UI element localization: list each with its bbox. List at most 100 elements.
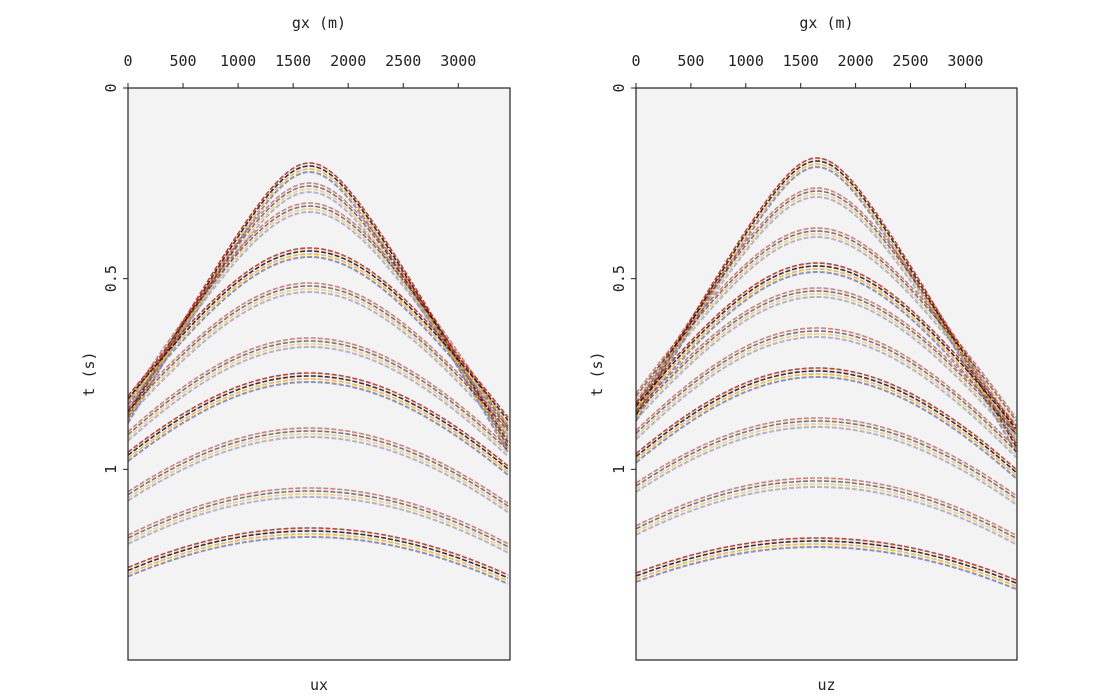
seismic-event: [636, 367, 1017, 470]
seismic-event: [128, 487, 509, 545]
y-tick-label: 1: [610, 465, 628, 474]
seismic-event: [636, 270, 1017, 436]
y-tick-label: 0.5: [610, 265, 628, 292]
seismic-event: [128, 530, 509, 579]
seismic-event: [128, 182, 509, 440]
seismic-event: [128, 337, 509, 448]
seismic-event: [636, 333, 1017, 455]
x-tick-label: 1500: [783, 52, 819, 70]
y-axis-label: t (s): [588, 351, 606, 396]
seismic-event: [128, 291, 509, 438]
y-axis-label: t (s): [80, 351, 98, 396]
y-tick-label: 0: [102, 83, 120, 92]
seismic-event: [128, 253, 509, 424]
seismic-event: [636, 293, 1017, 438]
x-tick-label: 1000: [728, 52, 764, 70]
seismic-event: [128, 427, 509, 504]
seismic-image: [128, 162, 509, 585]
seismic-event: [128, 372, 509, 467]
seismic-event: [636, 480, 1017, 539]
x-tick-label: 2000: [330, 52, 366, 70]
seismic-event: [636, 230, 1017, 422]
seismic-event: [128, 247, 509, 418]
seismic-event: [128, 493, 509, 551]
seismic-event: [636, 376, 1017, 479]
seismic-event: [128, 340, 509, 451]
seismic-event: [636, 546, 1017, 590]
x-tick-label: 2500: [892, 52, 928, 70]
seismic-event: [636, 187, 1017, 432]
seismic-event: [636, 336, 1017, 459]
seismic-event: [636, 296, 1017, 441]
y-tick-label: 1: [102, 465, 120, 474]
seismic-event: [128, 527, 509, 576]
seismic-event: [128, 533, 509, 582]
x-tick-label: 1500: [275, 52, 311, 70]
seismic-event: [128, 188, 509, 446]
seismic-image: [636, 157, 1017, 590]
x-axis-label: gx (m): [799, 14, 853, 32]
seismic-event: [128, 190, 509, 449]
seismic-event: [128, 250, 509, 421]
seismic-event: [636, 235, 1017, 428]
x-tick-label: 2000: [838, 52, 874, 70]
seismic-event: [128, 381, 509, 476]
seismic-event: [636, 537, 1017, 581]
seismic-event: [636, 160, 1017, 447]
seismic-event: [636, 157, 1017, 444]
seismic-event: [128, 282, 509, 429]
seismic-event: [636, 290, 1017, 435]
seismic-event: [128, 536, 509, 585]
seismic-event: [128, 490, 509, 548]
seismic-event: [128, 343, 509, 454]
panel-caption: uz: [817, 676, 835, 694]
seismic-event: [636, 426, 1017, 506]
seismic-event: [128, 496, 509, 554]
seismic-event: [128, 378, 509, 473]
x-tick-label: 3000: [440, 52, 476, 70]
seismic-event: [128, 185, 509, 443]
x-tick-label: 500: [677, 52, 704, 70]
seismic-event: [128, 375, 509, 470]
seismic-event: [128, 205, 509, 430]
seismic-event: [636, 330, 1017, 452]
seismic-event: [636, 423, 1017, 503]
x-tick-label: 500: [169, 52, 196, 70]
x-tick-label: 0: [631, 52, 640, 70]
x-tick-label: 3000: [947, 52, 983, 70]
seismic-event: [636, 420, 1017, 500]
seismic-event: [636, 417, 1017, 497]
plot-frame: [127, 87, 511, 661]
y-tick-label: 0.5: [102, 265, 120, 292]
x-tick-label: 2500: [385, 52, 421, 70]
seismic-event: [636, 327, 1017, 449]
seismic-event: [636, 477, 1017, 536]
seismic-event: [128, 256, 509, 428]
seismic-event: [636, 543, 1017, 587]
seismic-event: [636, 370, 1017, 473]
plot-frame: [635, 87, 1018, 661]
seismic-event: [636, 262, 1017, 427]
seismic-event: [128, 202, 509, 427]
seismic-event: [636, 233, 1017, 425]
seismic-event: [636, 483, 1017, 542]
seismic-event: [636, 265, 1017, 430]
x-tick-label: 1000: [220, 52, 256, 70]
seismic-event: [128, 208, 509, 433]
seismic-event: [636, 373, 1017, 476]
seismic-event: [636, 540, 1017, 584]
seismic-event: [636, 268, 1017, 433]
seismic-event: [636, 165, 1017, 453]
seismic-event: [128, 346, 509, 458]
seismic-event: [128, 436, 509, 514]
seismic-event: [636, 486, 1017, 546]
panel-caption: ux: [310, 676, 328, 694]
seismic-event: [636, 163, 1017, 450]
x-axis-label: gx (m): [292, 14, 346, 32]
x-tick-label: 0: [123, 52, 132, 70]
seismic-event: [636, 287, 1017, 432]
seismic-event: [128, 430, 509, 507]
seismic-event: [636, 227, 1017, 419]
seismic-event: [128, 433, 509, 510]
